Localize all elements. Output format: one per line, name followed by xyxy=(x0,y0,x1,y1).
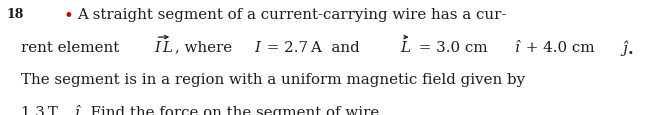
Text: •: • xyxy=(64,8,74,25)
Text: 1.3 T: 1.3 T xyxy=(21,105,63,115)
Text: . Find the force on the segment of wire.: . Find the force on the segment of wire. xyxy=(81,105,385,115)
Text: The segment is in a region with a uniform magnetic field given by: The segment is in a region with a unifor… xyxy=(21,72,525,86)
Text: rent element: rent element xyxy=(21,40,125,54)
Text: î: î xyxy=(75,105,80,115)
Text: 18: 18 xyxy=(7,8,24,21)
Text: = 3.0 cm: = 3.0 cm xyxy=(413,40,492,54)
Text: î: î xyxy=(515,40,519,54)
Text: , where: , where xyxy=(175,40,237,54)
Text: A straight segment of a current-carrying wire has a cur-: A straight segment of a current-carrying… xyxy=(77,8,507,22)
Text: ĵ: ĵ xyxy=(622,40,626,56)
Text: L: L xyxy=(162,40,172,54)
Text: I: I xyxy=(154,40,160,54)
Text: + 4.0 cm: + 4.0 cm xyxy=(521,40,599,54)
Text: L: L xyxy=(401,40,411,54)
Text: .: . xyxy=(628,40,634,57)
Text: = 2.7 A  and: = 2.7 A and xyxy=(262,40,369,54)
Text: I: I xyxy=(255,40,261,54)
